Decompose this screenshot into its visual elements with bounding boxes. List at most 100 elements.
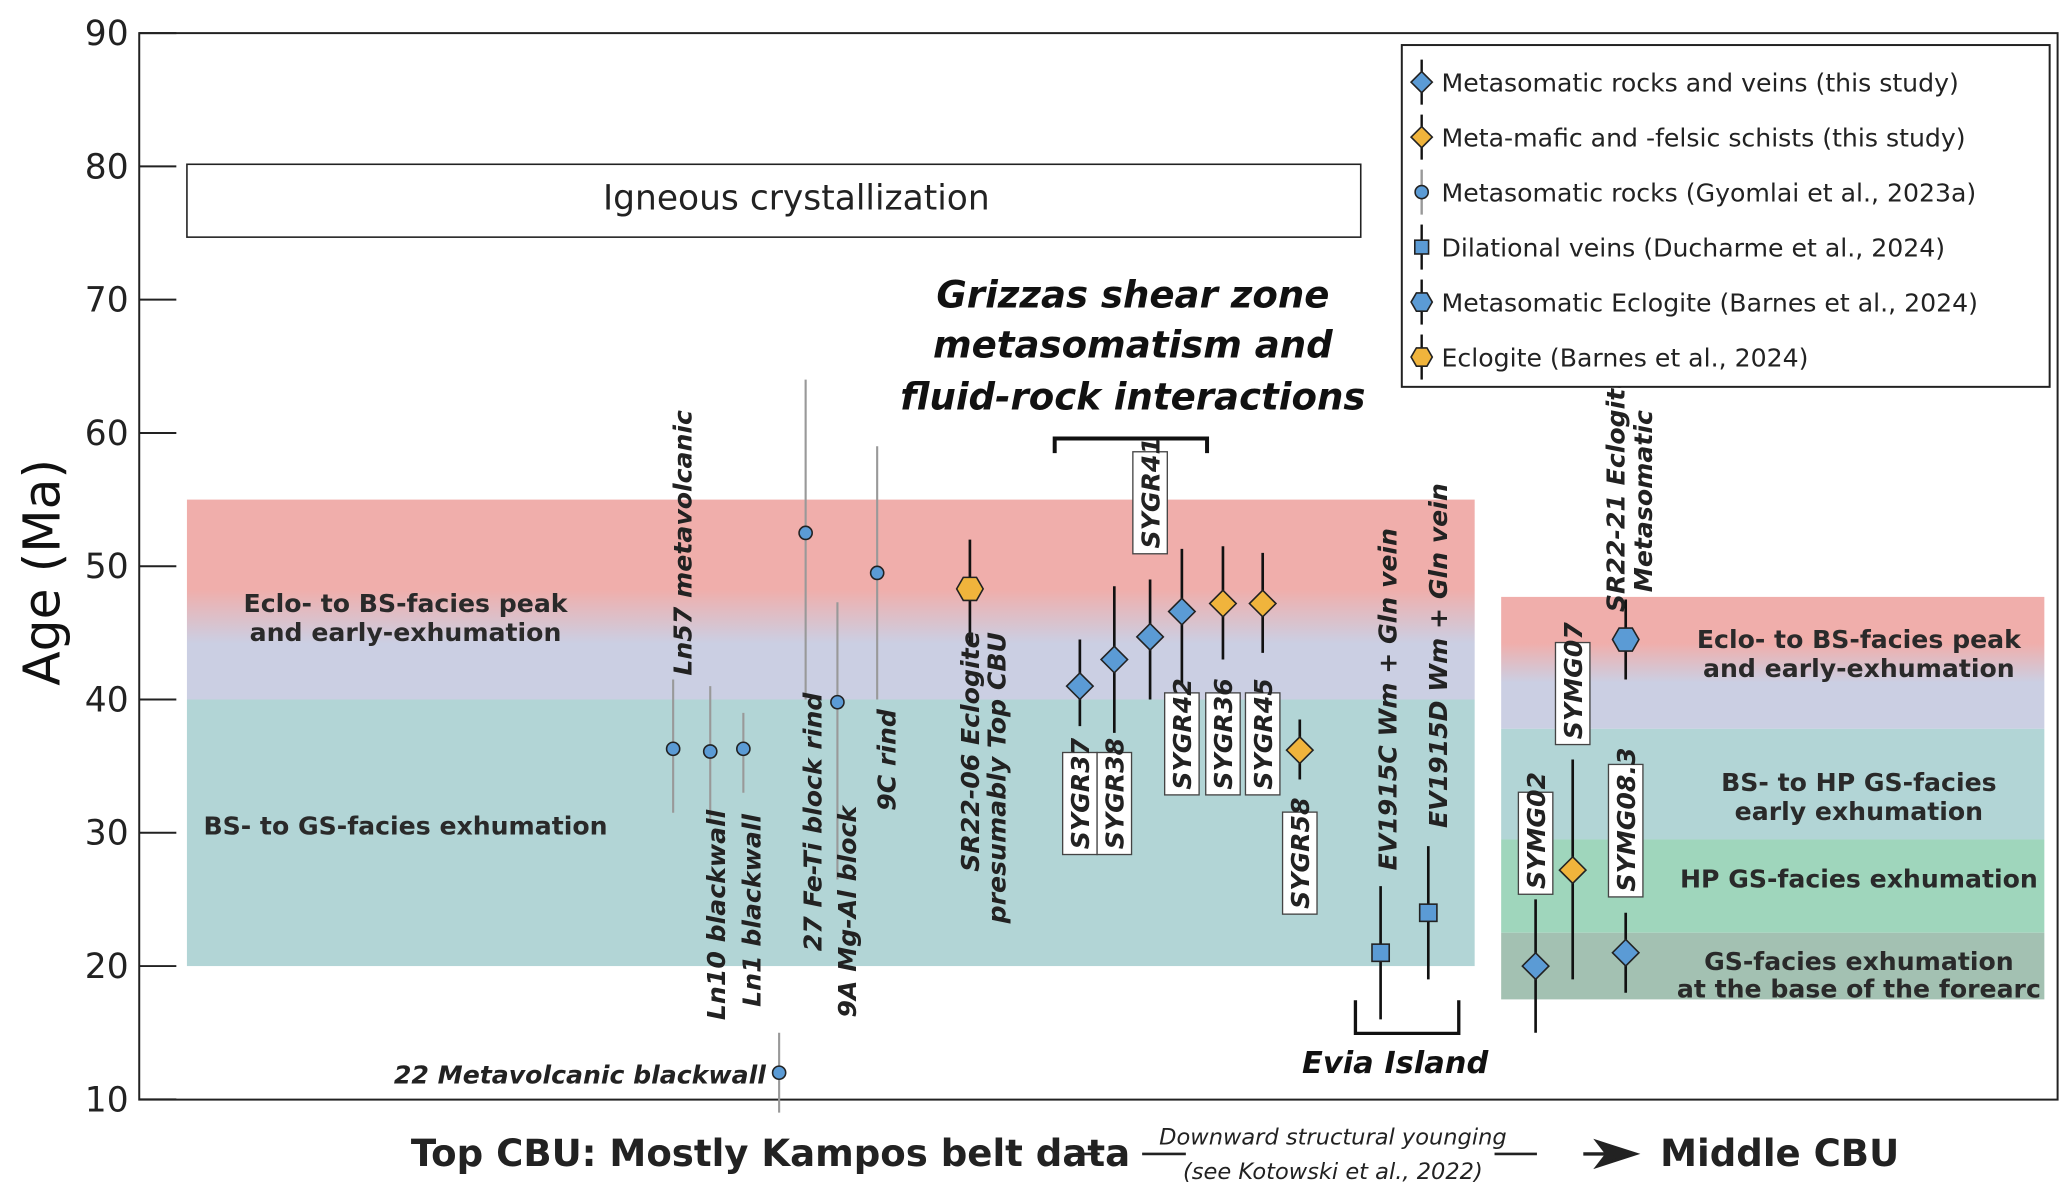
data-point: SYGR41 bbox=[1132, 437, 1168, 700]
diamond-marker bbox=[1135, 622, 1165, 652]
sample-label: EV1915D Wm + Gln vein bbox=[1424, 483, 1453, 828]
y-axis-label: Age (Ma) bbox=[13, 459, 72, 686]
diamond-marker bbox=[1611, 938, 1641, 968]
arrow-icon bbox=[1583, 1138, 1641, 1170]
band-label: GS-facies exhumation bbox=[1704, 947, 2014, 976]
sample-label: Ln57 metavolcanic bbox=[669, 410, 698, 676]
data-point: EV1915D Wm + Gln vein bbox=[1418, 483, 1453, 980]
sample-label: SYGR37 bbox=[1066, 737, 1095, 849]
sample-label-box bbox=[1205, 692, 1241, 796]
data-point: SYMG07 bbox=[1554, 622, 1591, 980]
diamond-marker bbox=[1065, 671, 1095, 701]
sample-label: SR22-06 Eclogite bbox=[956, 631, 985, 871]
sample-label: SYGR58 bbox=[1286, 797, 1315, 908]
sample-label-box bbox=[1607, 763, 1644, 898]
data-point: 9C rind bbox=[869, 446, 902, 811]
sample-label-box bbox=[1096, 751, 1133, 856]
data-point: 9A Mg-Al block bbox=[830, 602, 862, 1018]
data-point: SYMG08.3 bbox=[1607, 748, 1644, 993]
grizzas-annotation: Grizzas shear zone metasomatism and flui… bbox=[900, 273, 1365, 454]
band-label: at the base of the forearc bbox=[1677, 975, 2041, 1004]
data-point: SYGR37 bbox=[1061, 639, 1098, 856]
band-label: HP GS-facies exhumation bbox=[1680, 865, 2038, 894]
diamond-marker bbox=[1409, 70, 1434, 94]
data-point: SYGR38 bbox=[1096, 586, 1133, 856]
sample-label-box bbox=[1554, 641, 1591, 746]
sample-label-box bbox=[1281, 811, 1318, 915]
sample-label: SYGR42 bbox=[1168, 678, 1197, 789]
evia-label: Evia Island bbox=[1302, 1046, 1489, 1081]
diamond-marker bbox=[1208, 589, 1238, 618]
band-right-1 bbox=[1501, 728, 2045, 840]
sample-label-box bbox=[1244, 692, 1281, 796]
x-caption-left: Top CBU: Mostly Kampos belt data bbox=[411, 1132, 1130, 1175]
sample-label-box bbox=[1061, 751, 1098, 856]
band-label: Eclo- to BS-facies peak bbox=[244, 589, 569, 618]
plot-frame bbox=[138, 32, 2059, 1101]
circle-marker bbox=[702, 744, 718, 759]
legend-label: Metasomatic rocks (Gyomlai et al., 2023a… bbox=[1442, 178, 1977, 207]
square-marker bbox=[1371, 943, 1391, 963]
band-label: BS- to HP GS-facies bbox=[1721, 768, 1997, 797]
band-label: Eclo- to BS-facies peak bbox=[1697, 625, 2022, 654]
circle-marker bbox=[665, 741, 681, 757]
sample-label: SYGR38 bbox=[1101, 738, 1130, 849]
legend-label: Meta-mafic and -felsic schists (this stu… bbox=[1442, 123, 1966, 152]
grizzas-line-2: metasomatism and bbox=[933, 324, 1333, 367]
sample-label: SYGR45 bbox=[1249, 678, 1278, 789]
hexagon-marker bbox=[1410, 292, 1434, 312]
diamond-marker bbox=[1099, 645, 1129, 674]
y-tick-label: 90 bbox=[85, 14, 129, 54]
legend-item: Dilational veins (Ducharme et al., 2024) bbox=[1413, 224, 1945, 270]
data-point: SYGR42 bbox=[1163, 548, 1200, 796]
igneous-label: Igneous crystallization bbox=[603, 178, 990, 218]
sample-label: 9A Mg-Al block bbox=[833, 805, 862, 1018]
sample-label-box bbox=[1163, 692, 1200, 796]
sample-label: SR22-21 Eclogite bbox=[1601, 372, 1630, 612]
band-label: BS- to GS-facies exhumation bbox=[203, 812, 607, 841]
legend-label: Eclogite (Barnes et al., 2024) bbox=[1442, 343, 1809, 372]
circle-marker bbox=[1414, 184, 1430, 200]
legend-item: Metasomatic rocks and veins (this study) bbox=[1409, 59, 1959, 105]
legend-item: Metasomatic rocks (Gyomlai et al., 2023a… bbox=[1414, 169, 1977, 215]
sample-label: SYGR41 bbox=[1136, 437, 1165, 548]
diamond-marker bbox=[1167, 597, 1197, 626]
y-tick-label: 30 bbox=[85, 814, 129, 854]
sample-label: Metasomatic bbox=[1629, 410, 1658, 592]
square-marker bbox=[1413, 239, 1430, 255]
x-axis-caption: Top CBU: Mostly Kampos belt data Downwar… bbox=[411, 1125, 1899, 1185]
y-axis: 90 80 70 60 50 40 30 20 10 bbox=[85, 14, 177, 1120]
data-points: 22 Metavolcanic blackwall Ln57 metavolcan… bbox=[394, 372, 1658, 1113]
circle-marker bbox=[736, 741, 751, 757]
y-tick-label: 80 bbox=[85, 147, 129, 187]
data-point: Ln1 blackwall bbox=[736, 712, 767, 1007]
evia-bracket bbox=[1353, 1000, 1461, 1036]
band-label: and early-exhumation bbox=[250, 618, 562, 647]
grizzas-line-1: Grizzas shear zone bbox=[936, 273, 1329, 316]
sample-label: presumably Top CBU bbox=[983, 632, 1012, 924]
data-point: SYMG02 bbox=[1517, 772, 1554, 1033]
diamond-marker bbox=[1521, 951, 1550, 981]
y-tick-label: 20 bbox=[85, 947, 129, 987]
diamond-marker bbox=[1409, 125, 1434, 149]
x-caption-middle-1: Downward structural younging bbox=[1159, 1125, 1506, 1151]
legend-label: Metasomatic rocks and veins (this study) bbox=[1442, 68, 1959, 97]
sample-label-box bbox=[1517, 791, 1554, 895]
igneous-box: Igneous crystallization bbox=[186, 163, 1362, 238]
band-right-3 bbox=[1501, 932, 2045, 1000]
circle-marker bbox=[869, 565, 885, 581]
data-point: Ln10 blackwall bbox=[702, 686, 731, 1020]
circle-marker bbox=[830, 694, 845, 710]
legend-item: Metasomatic Eclogite (Barnes et al., 202… bbox=[1410, 279, 1978, 325]
hexagon-marker bbox=[1611, 627, 1640, 652]
data-point: EV1915C Wm + Gln vein bbox=[1371, 528, 1403, 1020]
y-tick-label: 10 bbox=[85, 1080, 129, 1120]
sample-label: SYGR36 bbox=[1209, 678, 1238, 789]
y-tick-label: 50 bbox=[85, 547, 129, 587]
y-tick-label: 70 bbox=[85, 281, 129, 321]
square-marker bbox=[1418, 903, 1438, 923]
evia-annotation: Evia Island bbox=[1302, 1000, 1490, 1081]
